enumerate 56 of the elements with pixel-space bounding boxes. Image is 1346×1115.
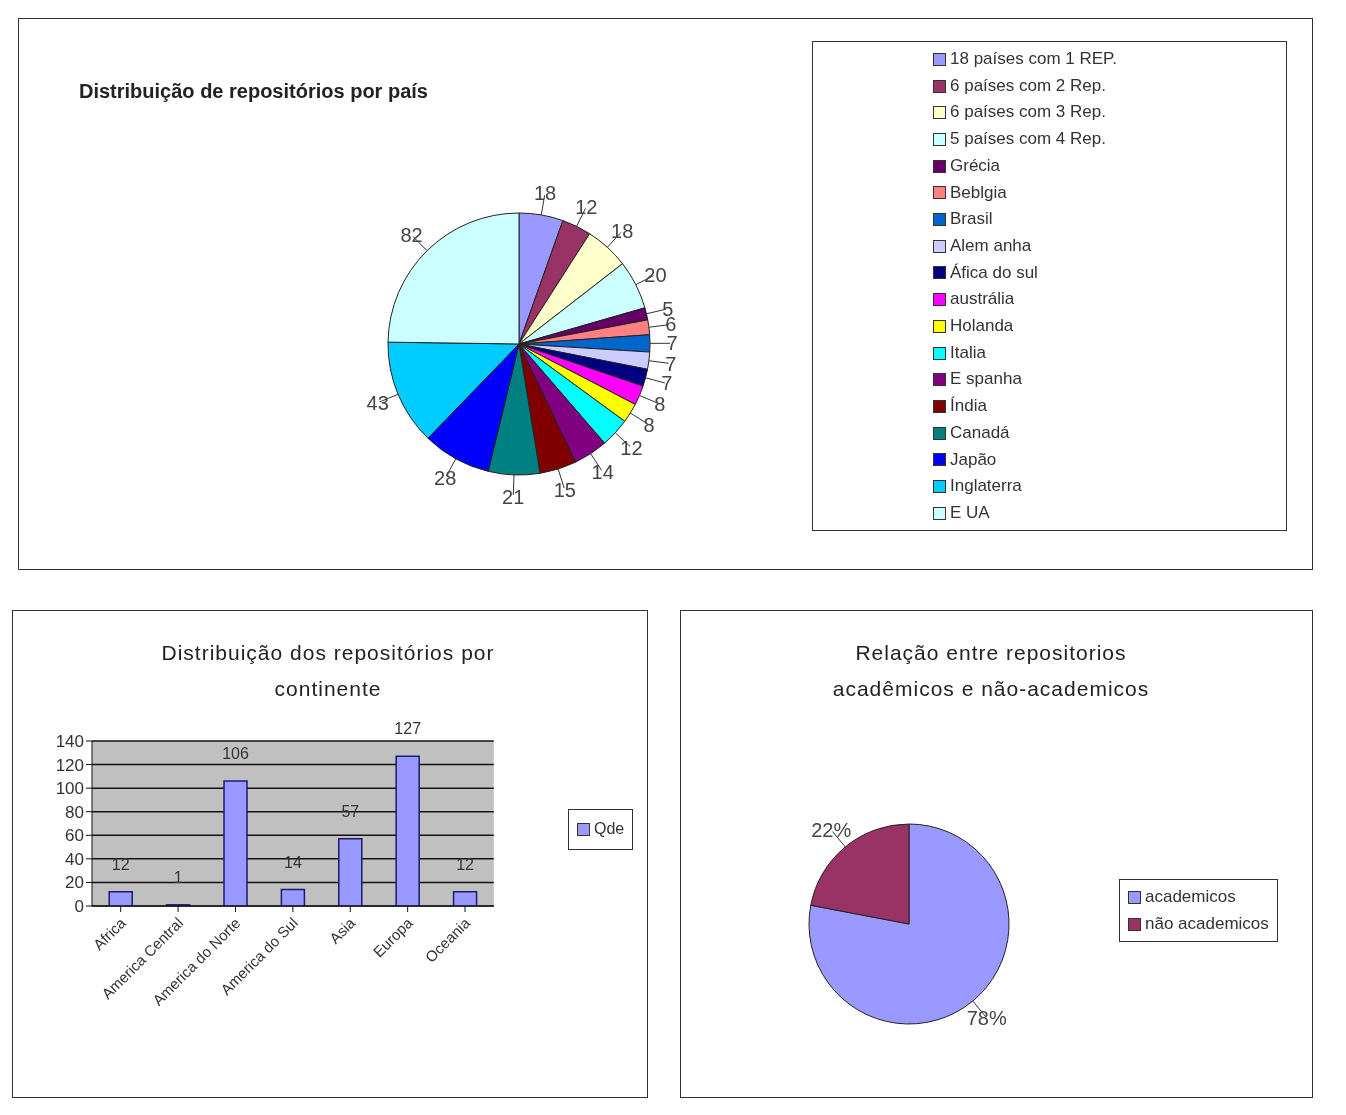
data-label: 12: [111, 855, 130, 873]
legend-label: Inglaterra: [950, 475, 1022, 498]
data-label: 12: [575, 195, 598, 218]
data-label: 18: [611, 220, 634, 243]
legend-label: E spanha: [950, 368, 1022, 391]
legend-label: Brasil: [950, 208, 993, 231]
y-tick-label: 120: [55, 755, 84, 775]
legend-label: Áfica do sul: [950, 261, 1038, 284]
data-label: 20: [644, 263, 667, 286]
data-label: 43: [366, 391, 389, 414]
data-label: 15: [553, 479, 576, 501]
legend-label: Japão: [950, 448, 997, 471]
text: Distribuição de repositórios por país: [79, 79, 429, 104]
data-label: 21: [502, 485, 525, 508]
legend-label: não academicos: [1145, 912, 1269, 935]
legend-label: Italia: [950, 341, 986, 364]
legend-label: Beblgia: [950, 181, 1007, 204]
data-label: 12: [620, 436, 643, 459]
legend-label: Índia: [950, 395, 987, 418]
legend-label: Qde: [594, 819, 625, 839]
legend-label: Canadá: [950, 421, 1010, 444]
data-label: 106: [222, 745, 249, 763]
chart-title: Relação entre repositorios acadêmicos e não-academicos: [831, 640, 1151, 702]
data-label: 7: [666, 332, 678, 355]
data-label: 8: [643, 413, 655, 436]
y-tick-label: 20: [65, 873, 84, 893]
data-label: 8: [654, 393, 666, 416]
data-label: 7: [661, 372, 673, 395]
legend-label: E UA: [950, 501, 990, 524]
data-label: 28: [434, 467, 457, 490]
legend-label: 6 países com 3 Rep.: [950, 101, 1106, 124]
legend-label: austrália: [950, 288, 1015, 311]
data-label: 127: [394, 720, 422, 738]
data-label: 18: [533, 182, 557, 205]
legend-label: Holanda: [950, 315, 1014, 338]
data-label: 12: [456, 855, 475, 873]
data-label: 22%: [811, 819, 852, 841]
y-tick-label: 60: [65, 826, 84, 846]
legend-label: academicos: [1145, 886, 1236, 908]
data-label: 14: [591, 461, 614, 484]
legend-label: 18 países com 1 REP.: [950, 48, 1117, 70]
legend-label: 5 países com 4 Rep.: [950, 128, 1106, 151]
y-tick-label: 140: [55, 732, 84, 752]
legend-label: Alem anha: [950, 234, 1032, 257]
y-tick-label: 40: [65, 849, 84, 869]
legend-label: Grécia: [950, 154, 1001, 177]
y-tick-label: 80: [65, 802, 84, 822]
data-label: 82: [400, 224, 423, 247]
data-label: 78%: [966, 1007, 1007, 1029]
x-tick-label: Asia: [325, 913, 359, 947]
y-tick-label: 0: [74, 897, 84, 917]
data-label: 1: [173, 868, 183, 886]
chart-title: Distribuição dos repositórios por continente: [160, 640, 496, 702]
data-label: 7: [665, 352, 677, 375]
legend-label: 6 países com 2 Rep.: [950, 74, 1106, 97]
y-tick-label: 100: [55, 779, 84, 799]
